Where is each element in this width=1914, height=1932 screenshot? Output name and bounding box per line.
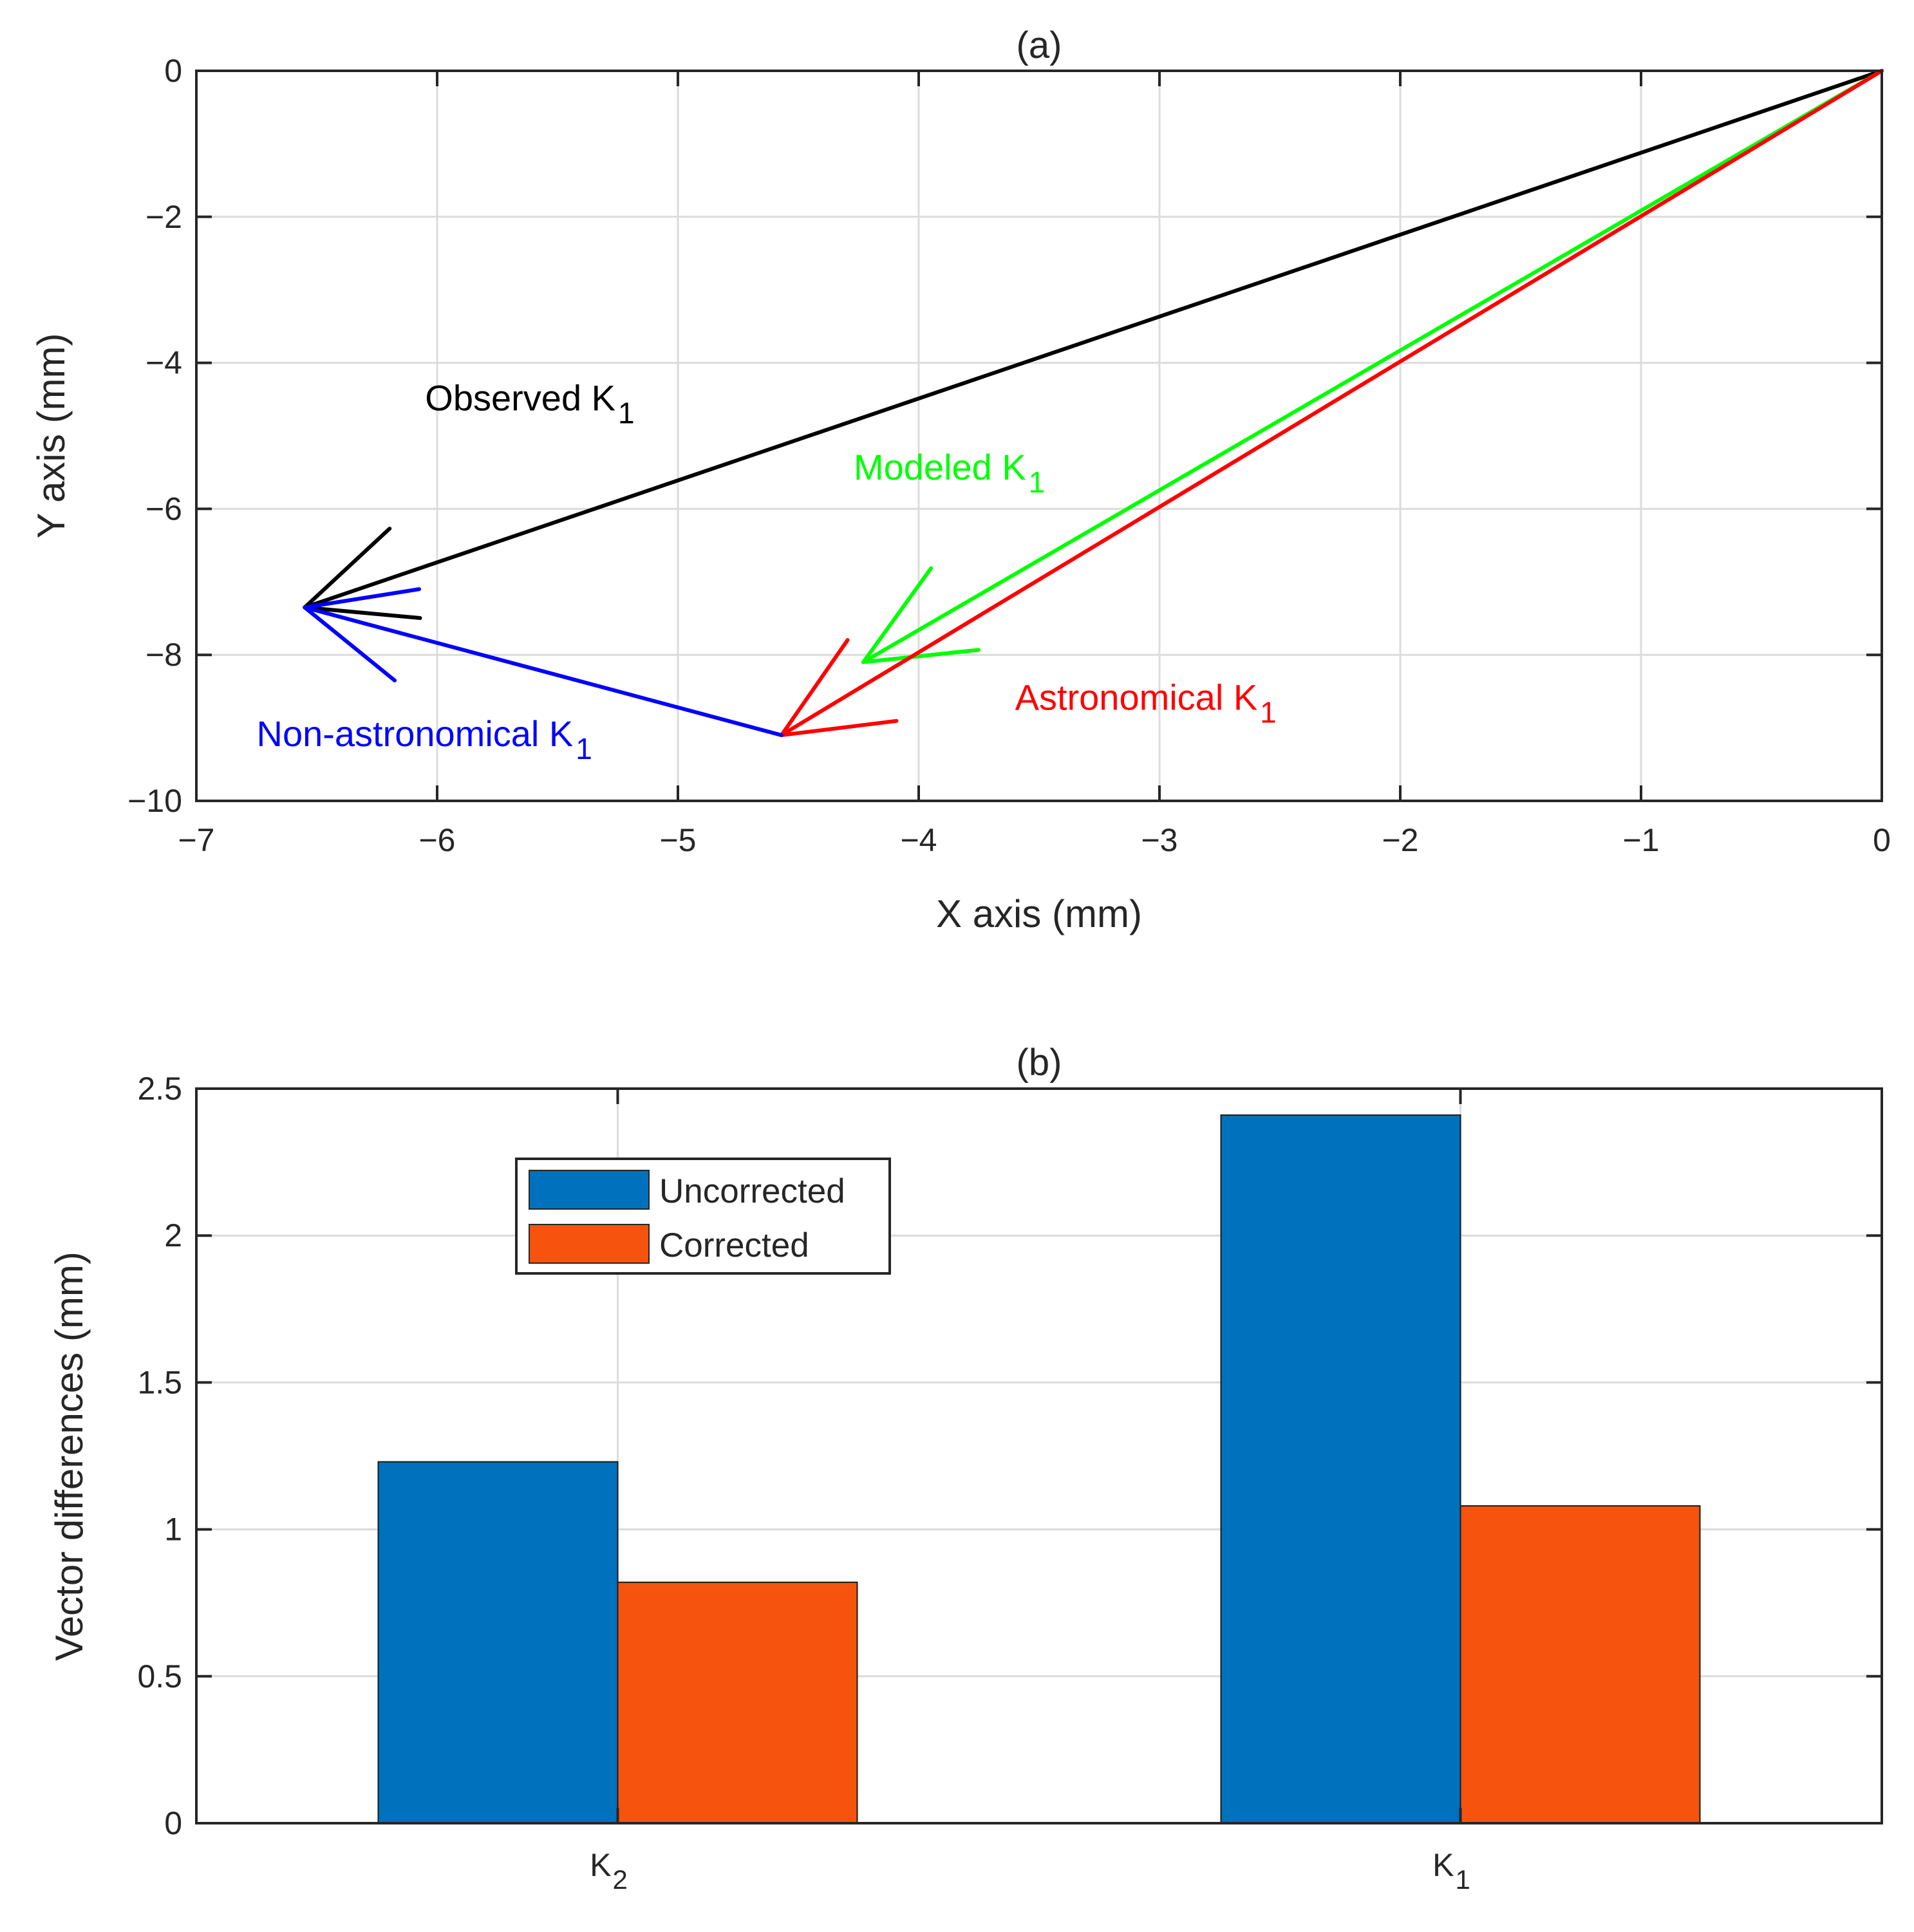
x-tick-label: −5 (659, 822, 696, 858)
y-tick-label: 2.5 (137, 1071, 182, 1107)
annotation-astronomical-k-1: Astronomical K1 (1015, 677, 1277, 729)
x-tick-label-K2: K2 (590, 1847, 628, 1895)
legend-label-uncorrected: Uncorrected (659, 1172, 845, 1210)
y-tick-label: 1.5 (137, 1364, 182, 1400)
bar-corrected-K1 (1459, 1505, 1701, 1824)
annotation-non-astronomical-k-1: Non-astronomical K1 (257, 713, 592, 765)
bar-uncorrected-K2 (377, 1461, 619, 1824)
x-tick-label: −7 (178, 822, 214, 858)
arrowhead-astronomical (779, 718, 899, 737)
vector-shaft-modeled (861, 69, 1884, 664)
x-tick-label: −6 (418, 822, 455, 858)
arrowhead-modeled (861, 566, 934, 664)
panel-a-vectors (303, 69, 1884, 737)
x-tick-label: 0 (1873, 822, 1891, 858)
arrowhead-non-astronomical (303, 605, 397, 682)
vector-shaft-observed (303, 69, 1884, 610)
legend-label-corrected: Corrected (659, 1226, 809, 1264)
x-tick-label: −2 (1382, 822, 1418, 858)
arrowhead-non-astronomical (303, 587, 422, 610)
legend: Uncorrected Corrected (515, 1158, 891, 1275)
panel-a-ticks: −7 −6 −5 −4 −3 −2 −1 0−10−8−6−4−20 (127, 53, 1891, 858)
y-tick-label: −4 (145, 345, 182, 381)
y-tick-label: −10 (127, 783, 182, 819)
vector-observed (303, 69, 1884, 621)
arrowhead-observed (303, 527, 392, 610)
panel-b-axes-box (195, 1087, 1883, 1824)
x-tick-label: −4 (900, 822, 937, 858)
x-tick-label: −3 (1141, 822, 1177, 858)
panel-a-title: (a) (1017, 24, 1062, 66)
y-tick-label: 2 (164, 1217, 182, 1253)
y-tick-label: −2 (145, 199, 182, 235)
panel-b-ticks: 0 0.5 1 1.5 2 2.5 K2 K1 (137, 1071, 1882, 1895)
bar-uncorrected-K1 (1220, 1114, 1461, 1824)
arrowhead-modeled (861, 648, 980, 664)
y-tick-label: 0 (164, 53, 182, 89)
panel-a-axes-box (195, 70, 1883, 802)
panel-a-y-axis-label: Y axis (mm) (30, 333, 73, 539)
arrowhead-astronomical (779, 638, 850, 737)
panel-a-x-axis-label: X axis (mm) (936, 892, 1142, 935)
y-tick-label: 1 (164, 1512, 182, 1548)
vector-non-astronomical (303, 587, 783, 737)
legend-swatch-uncorrected (529, 1170, 650, 1210)
vector-shaft-non-astronomical (303, 605, 783, 737)
vector-astronomical (779, 69, 1884, 737)
vector-shaft-astronomical (779, 69, 1884, 737)
panel-a-vector-plot: −7 −6 −5 −4 −3 −2 −1 0−10−8−6−4−20 Observed K1M… (30, 24, 1891, 935)
x-tick-label-K1: K1 (1432, 1847, 1470, 1895)
arrowhead-observed (303, 605, 422, 621)
y-tick-label: −6 (145, 491, 182, 527)
panel-b-title: (b) (1017, 1042, 1062, 1083)
panel-a-grid (196, 71, 1882, 801)
panel-b-bar-chart: 0 0.5 1 1.5 2 2.5 K2 K1 (b) Vector differences … (48, 1042, 1883, 1895)
annotation-modeled-k-1: Modeled K1 (854, 447, 1045, 499)
panel-b-y-axis-label: Vector differences (mm) (48, 1252, 91, 1661)
panel-a-annotations: Observed K1 Modeled K1 Astronomical K1 Non-… (257, 377, 1277, 765)
y-tick-label: −8 (145, 637, 182, 673)
vector-modeled (861, 69, 1884, 664)
y-tick-label: 0 (164, 1805, 182, 1841)
annotation-observed-k-1: Observed K1 (425, 377, 634, 429)
x-tick-label: −1 (1622, 822, 1659, 858)
panel-b-bars (377, 1114, 1701, 1824)
bar-corrected-K2 (617, 1581, 858, 1824)
legend-swatch-corrected (529, 1224, 650, 1264)
y-tick-label: 0.5 (137, 1658, 182, 1694)
